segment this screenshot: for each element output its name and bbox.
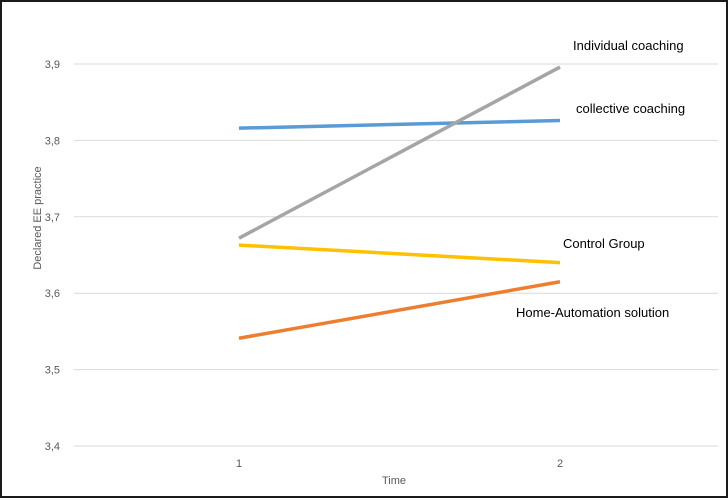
series-label: Individual coaching xyxy=(573,38,684,53)
series-label: Control Group xyxy=(563,236,645,251)
y-tick-label: 3,6 xyxy=(45,288,60,300)
x-tick-label: 1 xyxy=(236,458,242,470)
y-tick-labels: 3,4 3,5 3,6 3,7 3,8 3,9 xyxy=(45,59,60,453)
series-labels: collective coaching Individual coaching Co… xyxy=(516,38,685,320)
series-line xyxy=(238,118,561,130)
series-line xyxy=(238,280,561,340)
x-axis-title: Time xyxy=(382,475,406,487)
series-label: collective coaching xyxy=(576,101,685,116)
series-line xyxy=(238,243,561,265)
series-label: Home-Automation solution xyxy=(516,305,669,320)
y-tick-label: 3,5 xyxy=(45,365,60,377)
series-lines xyxy=(238,65,561,340)
y-tick-label: 3,9 xyxy=(45,59,60,71)
y-tick-label: 3,8 xyxy=(45,135,60,147)
x-tick-label: 2 xyxy=(557,458,563,470)
gridlines xyxy=(74,63,718,447)
y-tick-label: 3,7 xyxy=(45,212,60,224)
y-axis-title: Declared EE practice xyxy=(32,166,44,269)
series-line xyxy=(238,65,561,240)
y-tick-label: 3,4 xyxy=(45,441,60,453)
